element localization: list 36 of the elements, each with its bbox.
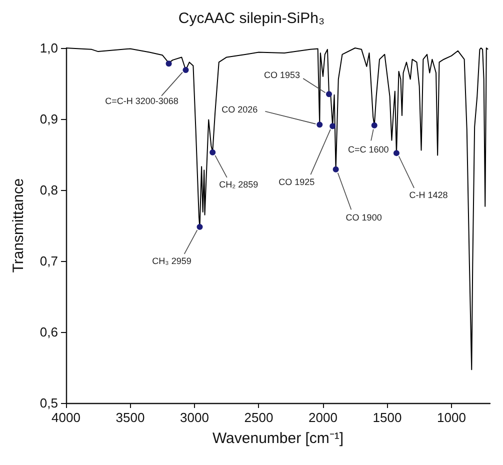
point <box>196 224 203 230</box>
y-tick-label: 0,8 <box>40 182 58 198</box>
y-tick-label: 0,9 <box>40 112 58 126</box>
x-tick-label: 3500 <box>116 410 145 425</box>
annotation: CO 1925 <box>278 177 315 188</box>
x-tick-label: 2500 <box>244 410 274 425</box>
point <box>332 166 339 172</box>
x-tick-label: 2000 <box>308 410 338 425</box>
annotation: CO 1900 <box>346 212 382 222</box>
y-tick-label: 0,7 <box>40 254 58 268</box>
point <box>316 122 323 128</box>
annotation: CH₂ 2859 <box>219 179 258 190</box>
point <box>371 122 378 128</box>
annotation: C=C-H 3200-3068 <box>105 96 178 106</box>
point <box>330 123 336 130</box>
point <box>166 60 172 67</box>
annotation: CH₃ 2959 <box>152 256 192 266</box>
point <box>393 150 400 156</box>
annotation: CO 1953 <box>264 70 300 80</box>
y-tick-label: 0,5 <box>40 396 58 410</box>
point <box>182 67 189 74</box>
chart-title: CycAAC silepin-SiPh₃ <box>178 10 325 27</box>
y-tick-label: 0,6 <box>40 324 58 340</box>
x-tick-label: 1000 <box>436 410 466 425</box>
annotation: CO 2026 <box>222 104 258 115</box>
annotation: C-H 1428 <box>409 190 448 200</box>
x-tick-label: 3000 <box>180 410 209 425</box>
x-tick-label: 4000 <box>52 410 80 425</box>
line-series <box>66 48 489 370</box>
point <box>210 149 216 156</box>
y-tick-label: 1,0 <box>40 40 58 56</box>
y-axis-title: Transmittance <box>10 178 27 273</box>
x-axis-title: Wavenumber [cm⁻¹] <box>212 430 344 447</box>
x-tick-label: 1500 <box>372 410 402 425</box>
annotation: C=C 1600 <box>348 144 389 154</box>
point <box>326 91 332 98</box>
